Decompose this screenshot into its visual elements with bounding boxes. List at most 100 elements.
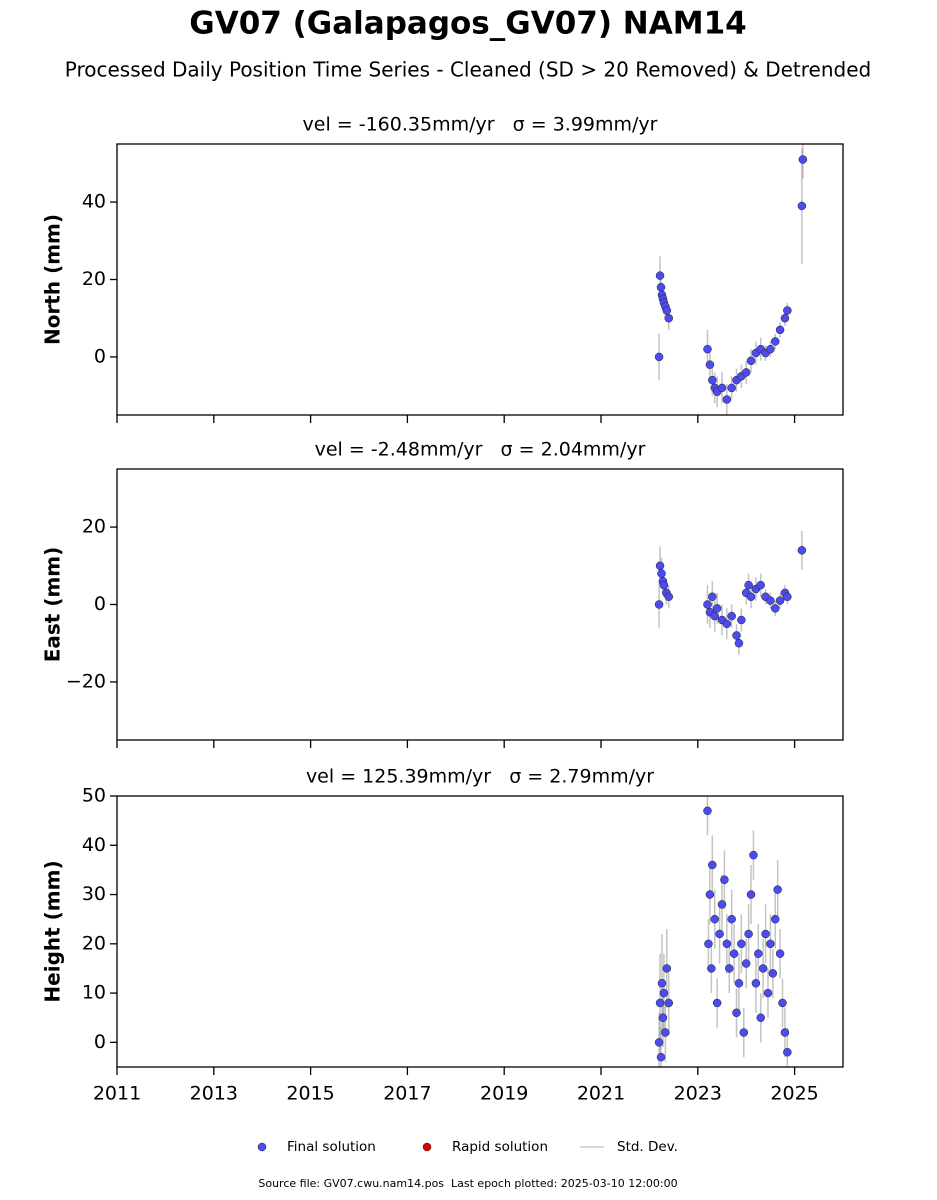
data-point bbox=[658, 1013, 668, 1022]
data-point bbox=[780, 313, 790, 323]
data-point bbox=[705, 360, 715, 369]
data-point bbox=[717, 383, 727, 393]
data-point bbox=[703, 600, 712, 609]
data-point bbox=[741, 959, 751, 968]
data-point bbox=[739, 1028, 749, 1037]
data-point bbox=[727, 914, 736, 924]
data-point bbox=[775, 325, 785, 335]
y-axis-label: Height (mm) bbox=[41, 860, 65, 1002]
x-tick-label: 2019 bbox=[480, 1083, 528, 1105]
data-point bbox=[746, 356, 756, 366]
plot-frame bbox=[116, 795, 844, 1068]
x-tick-label: 2025 bbox=[770, 1083, 818, 1105]
y-tick-label: 10 bbox=[82, 982, 106, 1004]
data-point bbox=[734, 638, 744, 648]
data-point bbox=[703, 806, 712, 816]
data-point bbox=[737, 615, 746, 625]
y-tick-label: 0 bbox=[94, 1031, 106, 1053]
data-point bbox=[705, 890, 715, 899]
data-point bbox=[664, 998, 674, 1008]
data-point bbox=[751, 978, 761, 988]
data-point bbox=[664, 313, 674, 323]
y-tick-label: 0 bbox=[94, 593, 106, 615]
data-point bbox=[656, 282, 666, 292]
data-point bbox=[744, 929, 753, 939]
x-tick-label: 2013 bbox=[190, 1083, 238, 1105]
data-point bbox=[797, 546, 807, 555]
data-point bbox=[798, 155, 808, 164]
legend-marker bbox=[422, 1142, 432, 1152]
data-point bbox=[662, 964, 672, 973]
data-point bbox=[775, 596, 785, 605]
plot-frame bbox=[116, 468, 844, 741]
data-point bbox=[710, 914, 719, 924]
data-point bbox=[708, 860, 717, 870]
panel-title: vel = 125.39mm/yr σ = 2.79mm/yr bbox=[306, 766, 654, 788]
plot-area bbox=[654, 796, 792, 1067]
data-point bbox=[744, 580, 753, 590]
data-point bbox=[710, 611, 719, 621]
data-point bbox=[780, 1028, 790, 1037]
data-point bbox=[766, 939, 775, 949]
plot-frame bbox=[116, 143, 844, 416]
y-tick-label: 20 bbox=[82, 516, 106, 538]
data-point bbox=[734, 978, 744, 988]
data-point bbox=[775, 949, 785, 958]
data-point bbox=[729, 949, 739, 958]
data-point bbox=[741, 368, 751, 377]
data-point bbox=[654, 600, 664, 609]
data-point bbox=[655, 271, 665, 280]
data-point bbox=[712, 604, 722, 613]
data-point bbox=[756, 580, 765, 590]
y-tick-label: 30 bbox=[82, 883, 106, 905]
data-point bbox=[737, 939, 746, 949]
x-tick-label: 2021 bbox=[577, 1083, 625, 1105]
panel-title: vel = -2.48mm/yr σ = 2.04mm/yr bbox=[315, 439, 646, 461]
data-point bbox=[732, 1008, 741, 1018]
legend-label: Std. Dev. bbox=[617, 1139, 678, 1155]
y-tick-label: −20 bbox=[66, 670, 106, 692]
data-point bbox=[657, 978, 667, 988]
data-point bbox=[754, 949, 763, 958]
data-point bbox=[783, 592, 792, 602]
y-tick-label: 40 bbox=[82, 191, 106, 213]
panel-title: vel = -160.35mm/yr σ = 3.99mm/yr bbox=[303, 114, 658, 136]
data-point bbox=[708, 375, 717, 385]
data-point bbox=[715, 929, 724, 939]
data-point bbox=[655, 561, 665, 571]
data-point bbox=[659, 580, 669, 590]
data-point bbox=[703, 344, 712, 354]
y-tick-label: 50 bbox=[82, 785, 106, 807]
data-point bbox=[662, 306, 672, 315]
data-point bbox=[655, 998, 665, 1008]
data-point bbox=[708, 592, 717, 602]
footer: Source file: GV07.cwu.nam14.pos Last epo… bbox=[258, 1177, 677, 1190]
data-point bbox=[783, 1047, 792, 1057]
plot-area bbox=[654, 144, 808, 415]
data-point bbox=[656, 1052, 666, 1062]
data-point bbox=[712, 998, 722, 1008]
data-point bbox=[746, 592, 756, 602]
data-point bbox=[770, 914, 780, 924]
data-point bbox=[654, 352, 664, 362]
data-point bbox=[783, 306, 792, 315]
data-point bbox=[746, 890, 756, 899]
data-point bbox=[664, 592, 674, 602]
data-point bbox=[725, 964, 734, 973]
data-point bbox=[727, 383, 736, 393]
data-point bbox=[768, 969, 778, 978]
legend-label: Rapid solution bbox=[452, 1139, 548, 1155]
data-point bbox=[778, 998, 787, 1008]
y-tick-label: 0 bbox=[94, 345, 106, 367]
x-tick-label: 2015 bbox=[286, 1083, 334, 1105]
data-point bbox=[749, 850, 758, 860]
data-point bbox=[732, 631, 741, 640]
data-point bbox=[766, 344, 775, 354]
data-point bbox=[756, 1013, 765, 1022]
data-point bbox=[722, 395, 732, 404]
data-point bbox=[717, 900, 727, 909]
data-point bbox=[763, 988, 773, 998]
plot-area bbox=[654, 530, 807, 655]
